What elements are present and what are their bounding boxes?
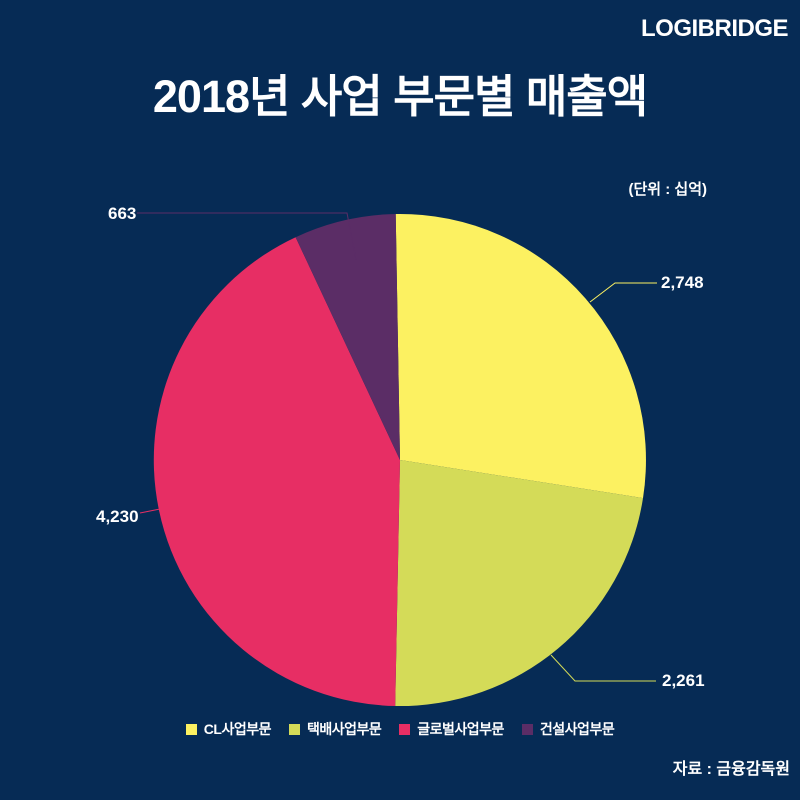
source-attribution: 자료 : 금융감독원 bbox=[672, 761, 790, 778]
leader-line-cl bbox=[589, 282, 657, 303]
unit-label: (단위 : 십억) bbox=[628, 181, 707, 198]
value-label-construction: 663 bbox=[108, 204, 137, 223]
legend-swatch-global bbox=[399, 723, 411, 735]
pie-slice-construction bbox=[295, 214, 400, 460]
legend-label-construction: 건설사업부문 bbox=[539, 721, 615, 737]
value-label-cl: 2,748 bbox=[661, 273, 704, 292]
pie-slice-global bbox=[153, 237, 400, 706]
brand-logo: LOGIBRIDGE bbox=[640, 15, 789, 42]
pie-slice-cl bbox=[395, 213, 646, 499]
value-label-global: 4,230 bbox=[96, 507, 139, 526]
legend-label-cl: CL사업부문 bbox=[203, 721, 272, 737]
legend-item-global: 글로벌사업부문 bbox=[399, 719, 504, 739]
legend-swatch-construction bbox=[521, 723, 533, 735]
leader-line-global bbox=[139, 499, 206, 514]
legend-item-parcel: 택배사업부문 bbox=[288, 719, 382, 739]
legend-swatch-cl bbox=[185, 723, 197, 735]
legend-label-parcel: 택배사업부문 bbox=[306, 721, 382, 737]
legend-label-global: 글로벌사업부문 bbox=[417, 721, 504, 737]
pie-slice-parcel bbox=[395, 460, 643, 707]
legend-item-cl: CL사업부문 bbox=[185, 719, 272, 739]
legend: CL사업부문 택배사업부문 글로벌사업부문 건설사업부문 bbox=[0, 719, 800, 739]
legend-swatch-parcel bbox=[288, 723, 300, 735]
leader-line-construction bbox=[137, 212, 357, 261]
leader-line-parcel bbox=[550, 654, 656, 682]
value-label-parcel: 2,261 bbox=[662, 671, 705, 690]
legend-item-construction: 건설사업부문 bbox=[521, 719, 615, 739]
page-title: 2018년 사업 부문별 매출액 bbox=[152, 71, 648, 122]
